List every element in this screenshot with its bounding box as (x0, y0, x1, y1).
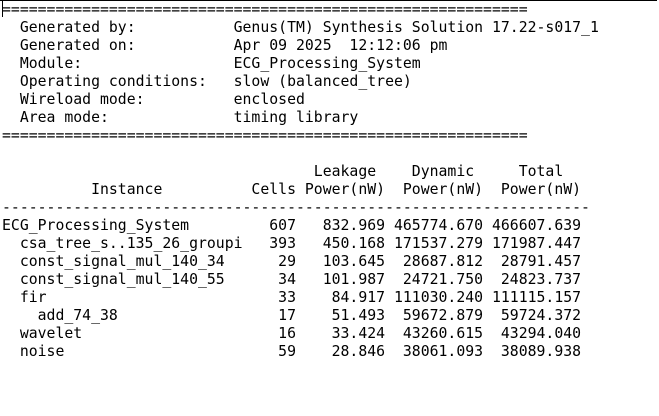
header-generated-by: Generated by: Genus(TM) Synthesis Soluti… (2, 19, 599, 36)
header-area-mode: Area mode: timing library (2, 109, 359, 126)
table-row: csa_tree_s..135_26_groupi 393 450.168 17… (2, 235, 582, 252)
table-row: const_signal_mul_140_55 34 101.987 24721… (2, 271, 582, 288)
table-header-row-1: Leakage Dynamic Total (2, 163, 564, 180)
separator-line-bottom: ========================================… (2, 127, 528, 144)
table-row: const_signal_mul_140_34 29 103.645 28687… (2, 253, 582, 270)
table-row: fir 33 84.917 111030.240 111115.157 (2, 289, 582, 306)
header-module: Module: ECG_Processing_System (2, 55, 421, 72)
header-generated-on: Generated on: Apr 09 2025 12:12:06 pm (2, 37, 448, 54)
table-header-row-2: Instance Cells Power(nW) Power(nW) Power… (2, 181, 582, 198)
table-row: ECG_Processing_System 607 832.969 465774… (2, 217, 582, 234)
text-cursor (2, 0, 3, 17)
terminal-top-border (0, 0, 657, 1)
header-wireload-mode: Wireload mode: enclosed (2, 91, 305, 108)
separator-line-top: ========================================… (2, 1, 528, 18)
table-row: wavelet 16 33.424 43260.615 43294.040 (2, 325, 582, 342)
header-operating-conditions: Operating conditions: slow (balanced_tre… (2, 73, 412, 90)
table-divider: ----------------------------------------… (2, 199, 590, 216)
table-row: noise 59 28.846 38061.093 38089.938 (2, 343, 582, 360)
table-row: add_74_38 17 51.493 59672.879 59724.372 (2, 307, 582, 324)
